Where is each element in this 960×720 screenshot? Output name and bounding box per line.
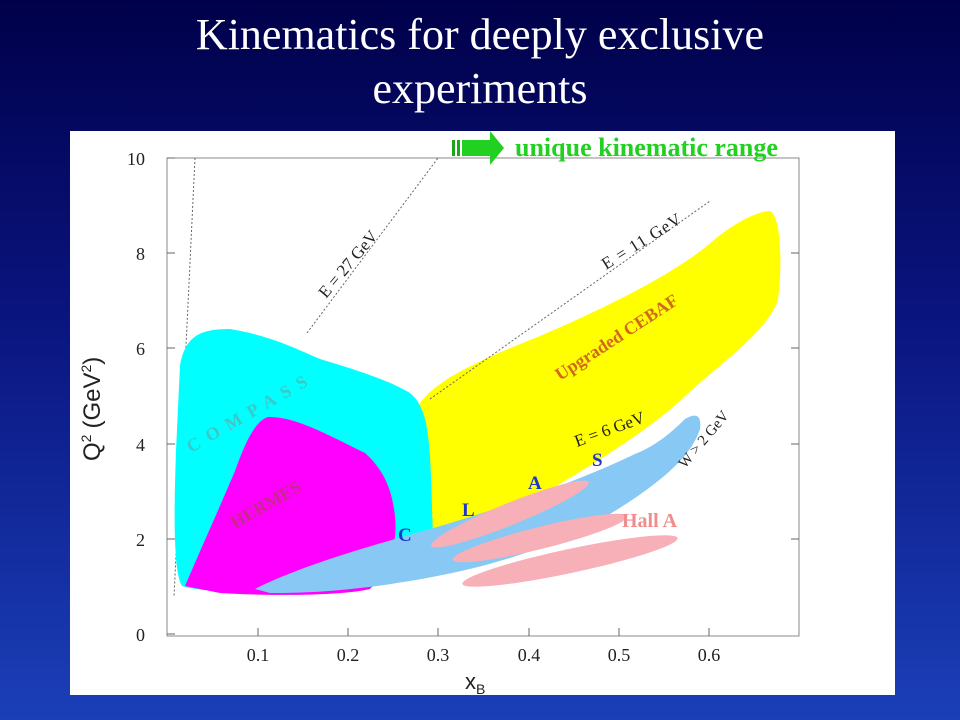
halla-label: Hall A <box>622 510 678 532</box>
y-axis-title-unit: (GeV <box>79 373 106 429</box>
y-tick-label: 0 <box>136 625 145 645</box>
clas-letter: C <box>398 525 412 546</box>
clas-region <box>255 415 701 593</box>
clas-letter: S <box>592 450 603 471</box>
clas-letter: A <box>528 473 542 494</box>
title-line-2: experiments <box>372 64 588 113</box>
y-tick-label: 10 <box>127 149 145 169</box>
y-axis-title-close: ) <box>79 357 106 365</box>
x-tick-label: 0.6 <box>698 645 721 665</box>
y-axis-title-sup1: 2 <box>78 434 94 442</box>
y-axis: 0 2 4 6 8 10 <box>127 149 799 645</box>
arrow-stripe <box>457 140 460 156</box>
x-tick-label: 0.3 <box>427 645 450 665</box>
halla-ellipse-1 <box>431 480 589 548</box>
kinematics-plot-panel: 0 2 4 6 8 10 0.1 0.2 0.3 0.4 0.5 0.6 xB … <box>70 131 895 697</box>
plot-frame <box>166 157 800 637</box>
y-tick-label: 2 <box>136 530 145 550</box>
slide-title: Kinematics for deeply exclusive experime… <box>0 8 960 116</box>
y-axis-title: Q2(GeV2) <box>78 357 106 461</box>
halla-ellipse-3 <box>462 535 678 587</box>
x-tick-label: 0.4 <box>518 645 541 665</box>
e11-label: E = 11 GeV <box>598 209 685 273</box>
x-axis: 0.1 0.2 0.3 0.4 0.5 0.6 <box>247 628 721 665</box>
left-boundary-line <box>173 157 196 598</box>
x-tick-label: 0.2 <box>337 645 360 665</box>
halla-ellipse-2 <box>452 513 628 563</box>
clas-label: C L A S <box>398 450 603 546</box>
y-axis-title-main: Q <box>79 442 106 461</box>
x-axis-title: xB <box>465 669 485 695</box>
e27-label: E = 27 GeV <box>315 226 383 301</box>
y-tick-label: 4 <box>136 435 145 455</box>
y-axis-title-sup2: 2 <box>78 365 94 373</box>
y-tick-label: 6 <box>136 339 145 359</box>
unique-range-label: unique kinematic range <box>515 133 778 162</box>
clas-letter: L <box>462 500 475 521</box>
halla-regions <box>431 480 678 587</box>
arrow-stripe <box>452 140 455 156</box>
arrow-body <box>462 140 490 156</box>
x-axis-title-main: x <box>465 669 476 694</box>
x-axis-title-sub: B <box>476 681 485 695</box>
e27-line <box>306 157 439 334</box>
e11-line <box>429 200 711 400</box>
unique-range-arrow <box>452 131 504 165</box>
hermes-region <box>185 416 396 595</box>
kinematics-plot: 0 2 4 6 8 10 0.1 0.2 0.3 0.4 0.5 0.6 xB … <box>78 149 800 697</box>
cebaf-region <box>420 211 781 539</box>
y-tick-label: 8 <box>136 244 145 264</box>
arrow-head-icon <box>490 131 504 165</box>
title-line-1: Kinematics for deeply exclusive <box>195 10 765 59</box>
x-tick-label: 0.5 <box>608 645 631 665</box>
x-tick-label: 0.1 <box>247 645 270 665</box>
